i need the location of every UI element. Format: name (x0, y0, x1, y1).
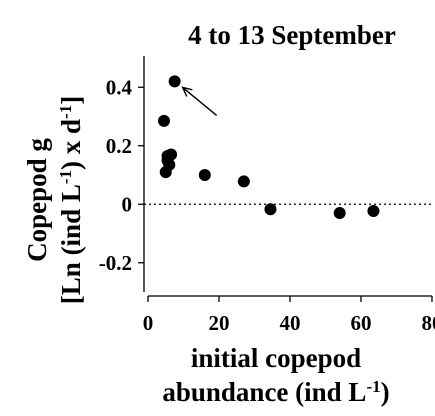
axes: -0.2 0 0.2 0.4 0 20 40 60 80 (99, 56, 435, 335)
data-point (333, 207, 346, 220)
data-point (237, 175, 250, 188)
y-tick-label: -0.2 (99, 251, 132, 275)
data-point (168, 75, 181, 88)
y-axis-title-line2-group: [Ln (ind L-1) x d-1] (56, 96, 87, 304)
data-marks (157, 75, 380, 220)
data-point (157, 114, 170, 127)
y-tick-label: 0.4 (106, 75, 133, 99)
y-tick-label: 0.2 (106, 134, 132, 158)
data-point (159, 166, 172, 179)
data-point (264, 203, 277, 216)
y-axis-title-line1: Copepod g (22, 138, 52, 262)
annotation-arrow-head (181, 86, 193, 97)
x-tick-label: 0 (143, 311, 154, 335)
x-axis-title-line1: initial copepod (191, 343, 361, 373)
annotation-arrow-shaft (182, 86, 218, 116)
data-point (367, 204, 380, 217)
x-tick-label: 40 (280, 311, 301, 335)
x-tick-label: 80 (422, 311, 435, 335)
y-axis-title: Copepod g (22, 138, 52, 262)
y-axis-title-line2: [Ln (ind L-1) x d-1] (56, 96, 87, 304)
x-tick-label: 20 (209, 311, 230, 335)
annotation-arrow (181, 86, 218, 116)
data-point (198, 169, 211, 181)
y-tick-label: 0 (122, 192, 133, 216)
x-tick-label: 60 (351, 311, 372, 335)
chart-title: 4 to 13 September (188, 20, 396, 50)
x-axis-title-line2: abundance (ind L-1) (162, 377, 389, 408)
